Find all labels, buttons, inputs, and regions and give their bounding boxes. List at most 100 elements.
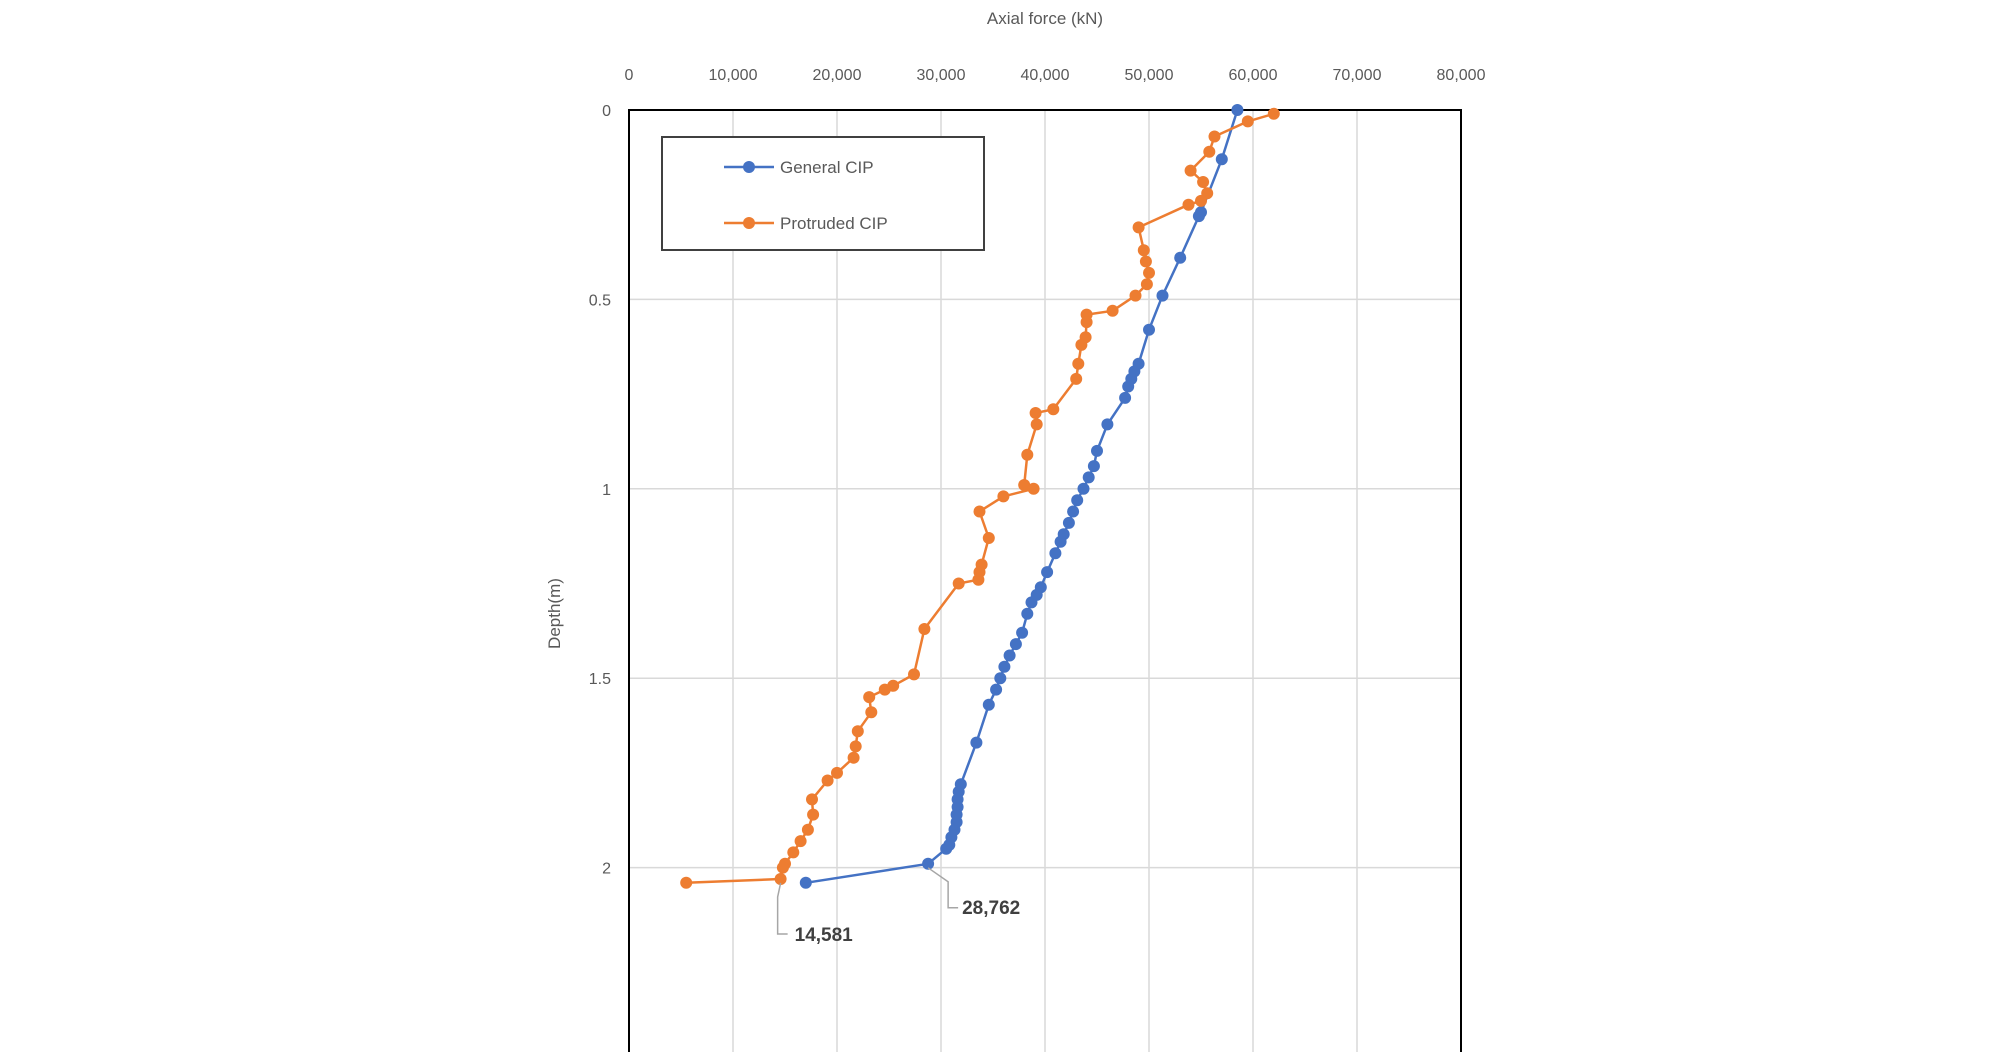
data-point: [1071, 494, 1084, 507]
data-point: [1122, 380, 1135, 393]
x-axis-ticks: 0 10,000 20,000 30,000 40,000 50,000 60,000 70,…: [625, 67, 1486, 84]
legend-label: General CIP: [780, 158, 874, 177]
x-tick-label: 10,000: [709, 67, 758, 84]
gridlines: [628, 109, 1462, 1052]
annotation-label: 28,762: [962, 898, 1020, 919]
data-point: [878, 683, 891, 696]
data-point: [918, 623, 931, 635]
data-point: [1018, 479, 1031, 491]
data-point: [1137, 244, 1150, 257]
y-axis-title: Depth(m): [545, 578, 564, 649]
series-1: [680, 107, 1280, 889]
data-point: [997, 490, 1010, 503]
data-point: [1106, 304, 1119, 317]
data-point: [1197, 176, 1210, 188]
data-point: [1082, 471, 1095, 484]
data-point: [982, 532, 995, 544]
data-point: [1140, 278, 1153, 291]
data-point: [799, 876, 812, 889]
data-point: [940, 842, 953, 855]
data-point: [821, 774, 834, 787]
data-point: [990, 683, 1003, 696]
data-point: [1049, 547, 1062, 560]
annotation-leader-line: [927, 867, 959, 909]
data-point: [1030, 418, 1043, 431]
y-tick-label: 0: [602, 103, 611, 120]
data-point: [1041, 566, 1054, 579]
data-point: [1070, 372, 1083, 385]
data-point: [998, 660, 1011, 673]
data-point: [774, 873, 787, 885]
data-point: [1215, 153, 1228, 166]
data-point: [1139, 255, 1152, 268]
y-tick-label: 1: [602, 482, 611, 499]
data-point: [1009, 638, 1022, 651]
legend-label: Protruded CIP: [780, 214, 888, 233]
data-point: [1067, 505, 1080, 518]
data-point: [776, 861, 789, 874]
data-point: [807, 808, 820, 821]
data-point: [1047, 403, 1060, 416]
annotations-layer: 14,581 28,762: [776, 867, 1020, 946]
x-tick-label: 30,000: [917, 67, 966, 84]
data-point: [1003, 649, 1016, 662]
data-point: [1091, 444, 1103, 457]
data-point: [973, 505, 986, 518]
x-tick-label: 60,000: [1229, 67, 1278, 84]
data-point: [801, 823, 814, 836]
data-point: [1101, 418, 1114, 431]
data-point: [1021, 448, 1034, 461]
data-point: [1029, 407, 1042, 419]
y-axis-ticks: 0 0.5 1 1.5 2 2.5: [589, 103, 611, 1052]
data-point: [1054, 535, 1067, 548]
data-point: [1184, 164, 1197, 177]
data-point: [994, 672, 1007, 685]
data-point: [1025, 596, 1038, 609]
data-point: [1072, 357, 1085, 370]
data-point: [1267, 107, 1280, 120]
legend-swatch-marker: [743, 161, 755, 173]
data-point: [851, 725, 864, 738]
data-point: [794, 835, 807, 848]
data-point: [1016, 626, 1029, 639]
legend-item: Protruded CIP: [724, 214, 888, 233]
legend-box: [661, 136, 985, 251]
data-point: [982, 698, 995, 711]
data-point: [1143, 266, 1155, 279]
data-point: [1075, 338, 1088, 351]
data-point: [1062, 516, 1075, 529]
data-point: [1119, 391, 1132, 404]
data-point: [1087, 460, 1100, 473]
data-point: [1231, 104, 1244, 116]
data-point: [849, 740, 862, 753]
data-point: [847, 751, 860, 764]
data-point: [952, 577, 965, 590]
y-tick-label: 2.5: [589, 1050, 611, 1052]
data-point: [1077, 482, 1090, 495]
data-point: [831, 766, 843, 779]
data-point: [1021, 607, 1034, 620]
data-point: [1156, 289, 1169, 302]
data-point: [1195, 194, 1207, 207]
data-point: [972, 573, 985, 586]
y-tick-label: 1.5: [589, 671, 611, 688]
data-point: [806, 793, 818, 806]
data-point: [1192, 210, 1205, 223]
data-point: [1174, 251, 1187, 264]
y-tick-label: 0.5: [589, 292, 611, 309]
data-point: [1241, 115, 1254, 128]
data-point: [787, 846, 800, 859]
series-0: [799, 104, 1244, 889]
data-point: [922, 857, 935, 870]
data-point: [1132, 221, 1145, 234]
data-point: [865, 706, 878, 719]
x-tick-label: 50,000: [1125, 67, 1174, 84]
data-point: [1129, 289, 1142, 302]
data-point: [908, 668, 920, 681]
legend-item: General CIP: [724, 158, 874, 177]
x-tick-label: 20,000: [813, 67, 862, 84]
legend-swatch-marker: [743, 217, 755, 229]
x-axis-title: Axial force (kN): [987, 9, 1103, 28]
data-point: [1027, 482, 1040, 495]
